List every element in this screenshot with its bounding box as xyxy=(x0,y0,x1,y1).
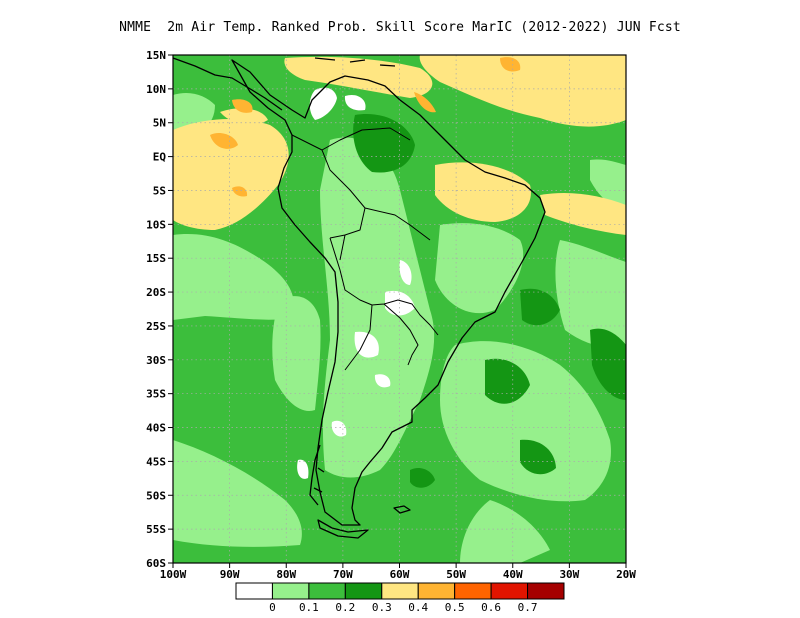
lon-tick-label: 40W xyxy=(503,568,523,581)
map-field xyxy=(173,55,626,563)
colorbar-label: 0.1 xyxy=(299,601,319,614)
colorbar-label: 0.2 xyxy=(335,601,355,614)
lat-tick-label: 60S xyxy=(146,557,166,570)
light-green-regions xyxy=(173,93,626,563)
colorbar-label: 0.5 xyxy=(445,601,465,614)
lat-tick-label: 5S xyxy=(153,184,166,197)
lon-tick-label: 90W xyxy=(220,568,240,581)
colorbar-label: 0.4 xyxy=(408,601,428,614)
colorbar-swatch xyxy=(235,582,273,600)
colorbar-swatch xyxy=(381,582,419,600)
central-america-coast xyxy=(172,57,283,111)
lat-tick-label: 30S xyxy=(146,354,166,367)
orange-regions xyxy=(210,57,521,197)
colorbar-swatch xyxy=(490,582,529,600)
lon-tick-label: 80W xyxy=(276,568,296,581)
colorbar-swatch xyxy=(417,582,456,600)
map-title: NMME 2m Air Temp. Ranked Prob. Skill Sco… xyxy=(119,20,681,35)
lat-tick-label: 35S xyxy=(146,388,166,401)
lat-tick-label: 5N xyxy=(153,117,166,130)
colorbar: 0 0.1 0.2 0.3 0.4 0.5 0.6 0.7 xyxy=(235,582,565,614)
lat-tick-label: 25S xyxy=(146,320,166,333)
colorbar-swatch xyxy=(344,582,383,600)
colorbar-swatch xyxy=(527,582,565,600)
latitude-axis: 15N 10N 5N EQ 5S 10S 15S 20S 25S 30S 35S 40S 45S 50S 5… xyxy=(146,49,173,570)
longitude-axis: 100W 90W 80W 70W 60W 50W 40W 30W 20W xyxy=(160,563,636,581)
tierra-del-fuego xyxy=(317,519,369,539)
white-regions xyxy=(297,87,415,479)
colorbar-swatch xyxy=(308,582,346,600)
lat-tick-label: 15S xyxy=(146,252,166,265)
colorbar-label: 0.6 xyxy=(481,601,501,614)
colorbar-swatch xyxy=(271,582,310,600)
lon-tick-label: 60W xyxy=(390,568,410,581)
lon-tick-label: 30W xyxy=(559,568,579,581)
yellow-regions xyxy=(173,55,626,235)
colorbar-swatch xyxy=(454,582,492,600)
chile-fjords xyxy=(309,444,325,506)
lat-tick-label: 15N xyxy=(146,49,166,62)
lon-tick-label: 50W xyxy=(446,568,466,581)
continent-outlines xyxy=(172,57,546,539)
lon-tick-label: 100W xyxy=(160,568,187,581)
colorbar-label: 0.7 xyxy=(518,601,538,614)
dark-green-regions xyxy=(353,114,626,488)
lat-tick-label: 10S xyxy=(146,218,166,231)
caribbean-islands xyxy=(314,57,396,67)
lon-tick-label: 70W xyxy=(333,568,353,581)
lat-tick-label: 20S xyxy=(146,286,166,299)
lat-tick-label: EQ xyxy=(153,151,167,164)
lon-tick-label: 20W xyxy=(616,568,636,581)
colorbar-label: 0.3 xyxy=(372,601,392,614)
lat-tick-label: 10N xyxy=(146,83,166,96)
lat-tick-label: 55S xyxy=(146,523,166,536)
lat-tick-label: 40S xyxy=(146,422,166,435)
lat-tick-label: 45S xyxy=(146,455,166,468)
lat-tick-label: 50S xyxy=(146,489,166,502)
colorbar-label: 0 xyxy=(269,601,276,614)
country-borders xyxy=(291,127,439,371)
south-america-coastline xyxy=(231,59,546,526)
falkland-islands xyxy=(393,505,411,514)
